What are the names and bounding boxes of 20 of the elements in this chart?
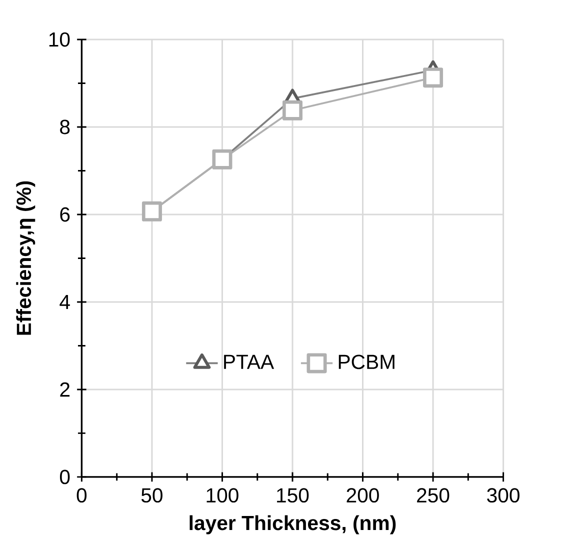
y-tick-label: 6 xyxy=(60,207,70,222)
point xyxy=(282,100,302,121)
legend-label: PTAA xyxy=(224,355,274,370)
y-tick-label: 4 xyxy=(60,295,70,310)
x-tick-label: 100 xyxy=(206,488,238,503)
x-tick-label: 300 xyxy=(487,488,520,503)
y-tick-label: 8 xyxy=(60,120,70,134)
x-axis-title: layer Thickness, (nm) xyxy=(190,515,396,534)
x-tick-label: 50 xyxy=(141,488,162,503)
y-tick-label: 10 xyxy=(49,32,70,47)
legend-label: PCBM xyxy=(338,354,394,370)
point xyxy=(142,202,162,222)
x-tick-label: 150 xyxy=(277,488,309,503)
x-tick-label: 0 xyxy=(76,488,87,503)
y-tick-label: 0 xyxy=(60,470,70,484)
x-tick-label: 250 xyxy=(417,488,450,503)
y-tick-label: 2 xyxy=(60,382,70,397)
y-axis-title: Effeciency,η (%) xyxy=(16,182,36,335)
point xyxy=(212,150,232,170)
x-tick-label: 200 xyxy=(346,488,379,503)
